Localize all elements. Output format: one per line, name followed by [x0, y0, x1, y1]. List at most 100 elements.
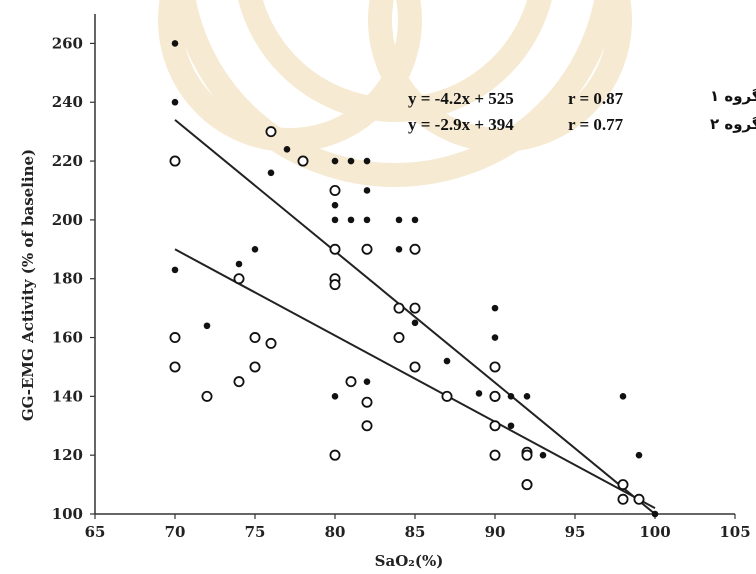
data-points: [169, 40, 659, 518]
point-group-1: [411, 216, 419, 224]
y-tick-label: 260: [52, 34, 83, 52]
point-group-2: [617, 479, 629, 491]
x-tick-label: 85: [405, 523, 426, 541]
point-group-2: [409, 243, 421, 255]
point-group-2: [361, 243, 373, 255]
point-group-2: [521, 449, 533, 461]
point-group-1: [267, 169, 275, 177]
point-group-2: [409, 361, 421, 373]
point-group-2: [249, 361, 261, 373]
point-group-2: [345, 376, 357, 388]
point-group-1: [363, 378, 371, 385]
regression-lines: [174, 119, 656, 515]
point-group-2: [169, 155, 181, 167]
y-tick-label: 100: [52, 505, 83, 523]
x-tick-label: 75: [245, 523, 266, 541]
point-group-2: [329, 184, 341, 196]
point-group-1: [331, 393, 339, 400]
point-group-2: [297, 155, 309, 167]
point-group-1: [507, 422, 515, 430]
point-group-1: [283, 145, 291, 153]
point-group-1: [491, 334, 499, 341]
point-group-1: [171, 98, 179, 106]
point-group-1: [363, 157, 371, 165]
point-group-1: [171, 40, 179, 47]
point-group-2: [169, 332, 181, 344]
y-axis-title: GG-EMG Activity (% of baseline): [19, 149, 37, 421]
point-group-1: [347, 216, 355, 224]
x-tick-label: 65: [85, 523, 106, 541]
point-group-2: [265, 337, 277, 349]
point-group-1: [331, 216, 339, 224]
point-group-2: [329, 243, 341, 255]
y-tick-label: 120: [52, 446, 83, 464]
point-group-1: [171, 266, 179, 274]
point-group-1: [443, 357, 451, 365]
regression-line-group-2: [174, 248, 656, 509]
point-group-2: [329, 449, 341, 461]
point-group-1: [203, 322, 211, 330]
point-group-2: [169, 361, 181, 373]
point-group-2: [617, 493, 629, 505]
point-group-2: [393, 302, 405, 314]
x-tick-label: 70: [165, 523, 186, 541]
point-group-2: [489, 361, 501, 373]
r-value-group-1: r = 0.87: [568, 89, 624, 108]
point-group-2: [489, 449, 501, 461]
x-tick-label: 90: [485, 523, 506, 541]
point-group-1: [235, 260, 243, 268]
y-tick-label: 140: [52, 387, 83, 405]
y-tick-label: 180: [52, 270, 83, 288]
point-group-1: [539, 451, 547, 459]
legend-equations: y = -4.2x + 525 r = 0.87 گروه ۱ y = -2.9…: [408, 87, 756, 134]
point-group-1: [331, 201, 339, 209]
point-group-2: [329, 279, 341, 291]
point-group-2: [233, 376, 245, 388]
point-group-1: [635, 451, 643, 459]
regression-line-group-1: [174, 119, 656, 515]
point-group-2: [441, 390, 453, 402]
point-group-2: [489, 420, 501, 432]
y-tick-label: 240: [52, 93, 83, 111]
y-tick-label: 160: [52, 329, 83, 347]
point-group-1: [491, 304, 499, 312]
point-group-2: [265, 126, 277, 138]
equation-group-1: y = -4.2x + 525: [408, 89, 514, 108]
point-group-1: [651, 510, 659, 518]
point-group-2: [521, 479, 533, 491]
y-tick-label: 200: [52, 211, 83, 229]
x-tick-label: 80: [325, 523, 346, 541]
r-value-group-2: r = 0.77: [568, 115, 624, 134]
point-group-2: [409, 302, 421, 314]
watermark-logo: [158, 0, 632, 187]
point-group-1: [331, 157, 339, 165]
x-axis-title: SaO₂(%): [375, 552, 444, 570]
point-group-2: [393, 332, 405, 344]
y-axis-ticks: 100 120 140 160 180 200 220 240 260: [52, 34, 95, 523]
x-axis-ticks: 65 70 75 80 85 90 95 100 105: [85, 514, 751, 541]
point-group-2: [233, 273, 245, 285]
point-group-2: [633, 493, 645, 505]
group-1-label: گروه ۱: [710, 87, 756, 105]
point-group-1: [251, 245, 259, 253]
point-group-1: [363, 216, 371, 224]
point-group-1: [363, 187, 371, 194]
point-group-1: [395, 216, 403, 224]
x-tick-label: 100: [639, 523, 670, 541]
x-tick-label: 105: [719, 523, 750, 541]
point-group-2: [361, 420, 373, 432]
point-group-1: [411, 319, 419, 327]
point-group-1: [475, 390, 483, 397]
point-group-2: [249, 332, 261, 344]
point-group-1: [523, 393, 531, 400]
point-group-2: [489, 390, 501, 402]
point-group-2: [201, 390, 213, 402]
point-group-1: [619, 393, 627, 400]
group-2-label: گروه ۲: [710, 115, 756, 133]
y-tick-label: 220: [52, 152, 83, 170]
point-group-2: [361, 396, 373, 408]
equation-group-2: y = -2.9x + 394: [408, 115, 514, 134]
point-group-1: [347, 157, 355, 165]
point-group-1: [507, 393, 515, 400]
